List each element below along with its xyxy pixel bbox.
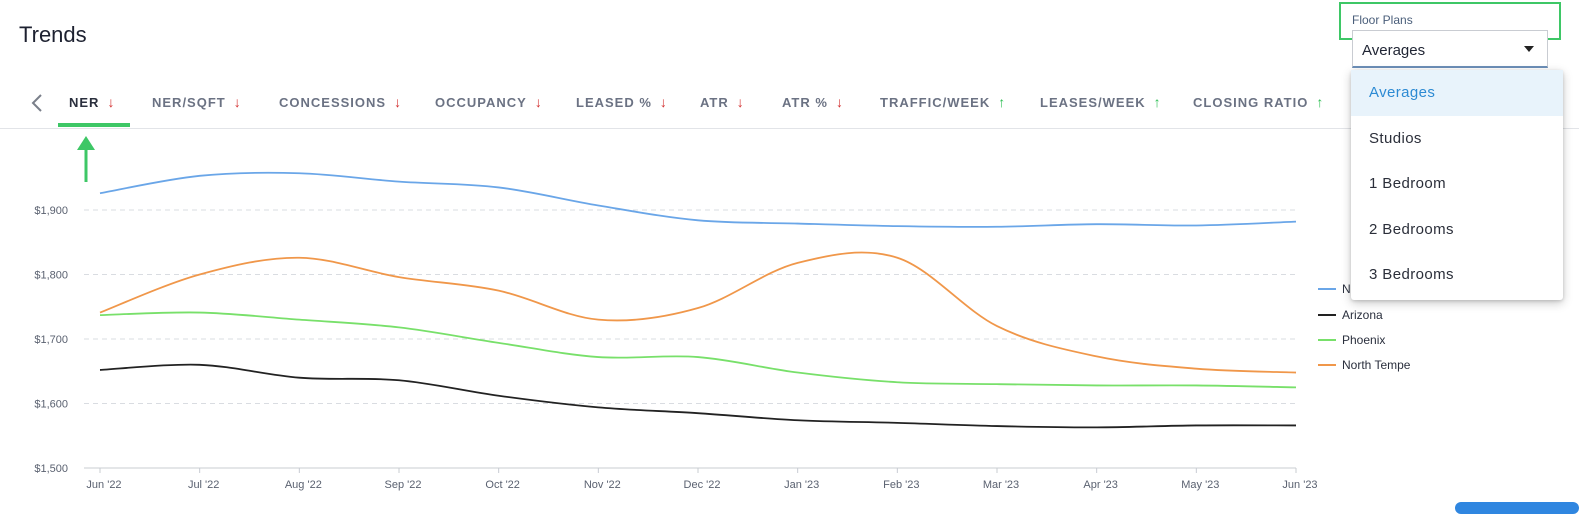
trends-chart: $1,500 $1,600 $1,700 $1,800 $1,900 Jun '22 Jul… (34, 171, 1411, 491)
active-tab-indicator (58, 123, 130, 127)
chevron-left-icon[interactable] (28, 91, 48, 115)
floor-plan-option-averages[interactable]: Averages (1351, 70, 1563, 116)
series-line-arizona (99, 363, 1297, 429)
tab-ner-sqft[interactable]: NER/SQFT ↓ (152, 78, 242, 126)
floor-plan-option-3-bedrooms[interactable]: 3 Bedrooms (1369, 266, 1454, 284)
tab-traffic-week[interactable]: TRAFFIC/WEEK ↑ (880, 78, 1006, 126)
bottom-action-button[interactable] (1455, 502, 1579, 514)
series-line-national (99, 171, 1297, 228)
arrow-down-icon: ↓ (107, 94, 116, 110)
tab-label: OCCUPANCY (435, 94, 527, 110)
tab-label: LEASED % (576, 94, 652, 110)
x-tick-label: Aug '22 (285, 479, 322, 491)
metric-tabs: NER ↓ NER/SQFT ↓ CONCESSIONS ↓ OCCUPANCY ↓ LEASE… (0, 78, 1579, 129)
arrow-up-annotation-icon (77, 136, 95, 182)
tab-concessions[interactable]: CONCESSIONS ↓ (279, 78, 402, 126)
arrow-down-icon: ↓ (394, 94, 403, 110)
tab-atr[interactable]: ATR % ↓ (782, 78, 844, 126)
arrow-down-icon: ↓ (233, 94, 242, 110)
x-tick-label: Mar '23 (983, 479, 1019, 491)
tab-label: CLOSING RATIO (1193, 94, 1309, 110)
tab-label: NER/SQFT (152, 94, 226, 110)
x-tick-label: Jun '22 (86, 479, 121, 491)
y-tick-label: $1,700 (34, 334, 68, 346)
x-tick-label: Apr '23 (1083, 479, 1118, 491)
tab-label: ATR (700, 94, 729, 110)
floor-plans-selected-value: Averages (1362, 42, 1426, 59)
legend-label-arizona[interactable]: Arizona (1342, 308, 1383, 322)
x-tick-label: Oct '22 (485, 479, 520, 491)
tab-leased[interactable]: LEASED % ↓ (576, 78, 668, 126)
arrow-up-icon: ↑ (1316, 94, 1325, 110)
x-tick-label: Jun '23 (1282, 479, 1317, 491)
arrow-down-icon: ↓ (659, 94, 668, 110)
series-line-phoenix (99, 311, 1297, 389)
floor-plans-menu: Averages Studios 1 Bedroom 2 Bedrooms 3 … (1351, 70, 1563, 300)
floor-plans-select[interactable]: Averages (1352, 30, 1548, 68)
floor-plans-label: Floor Plans (1352, 13, 1413, 27)
tab-occupancy[interactable]: OCCUPANCY ↓ (435, 78, 543, 126)
x-tick-label: Feb '23 (883, 479, 919, 491)
x-tick-label: Dec '22 (684, 479, 721, 491)
floor-plan-option-1-bedroom[interactable]: 1 Bedroom (1369, 175, 1446, 193)
legend-label-phoenix[interactable]: Phoenix (1342, 333, 1385, 347)
legend-label-north-tempe[interactable]: North Tempe (1342, 358, 1411, 372)
tab-label: ATR % (782, 94, 828, 110)
x-tick-label: Jan '23 (784, 479, 819, 491)
tab-closing-ratio[interactable]: CLOSING RATIO ↑ (1193, 78, 1324, 126)
x-tick-label: Jul '22 (188, 479, 219, 491)
arrow-down-icon: ↓ (534, 94, 543, 110)
x-tick-label: Sep '22 (385, 479, 422, 491)
floor-plan-option-studios[interactable]: Studios (1369, 129, 1422, 147)
tab-atr[interactable]: ATR ↓ (700, 78, 745, 126)
legend-label-national[interactable]: N (1342, 282, 1351, 296)
tab-ner[interactable]: NER ↓ (69, 78, 115, 126)
y-tick-label: $1,600 (34, 399, 68, 411)
series-line-north-tempe (99, 251, 1297, 374)
x-tick-label: Nov '22 (584, 479, 621, 491)
arrow-up-icon: ↑ (1153, 94, 1162, 110)
tab-label: CONCESSIONS (279, 94, 387, 110)
floor-plan-option-2-bedrooms[interactable]: 2 Bedrooms (1369, 220, 1454, 238)
tab-leases-week[interactable]: LEASES/WEEK ↑ (1040, 78, 1162, 126)
tab-label: NER (69, 94, 100, 110)
y-tick-label: $1,500 (34, 463, 68, 475)
y-tick-label: $1,900 (34, 205, 68, 217)
arrow-down-icon: ↓ (835, 94, 844, 110)
tab-label: LEASES/WEEK (1040, 94, 1146, 110)
arrow-up-icon: ↑ (998, 94, 1007, 110)
tab-label: TRAFFIC/WEEK (880, 94, 991, 110)
arrow-down-icon: ↓ (736, 94, 745, 110)
x-tick-label: May '23 (1181, 479, 1219, 491)
y-tick-label: $1,800 (34, 270, 68, 282)
page-title: Trends (19, 22, 87, 47)
caret-down-icon (1524, 46, 1534, 52)
